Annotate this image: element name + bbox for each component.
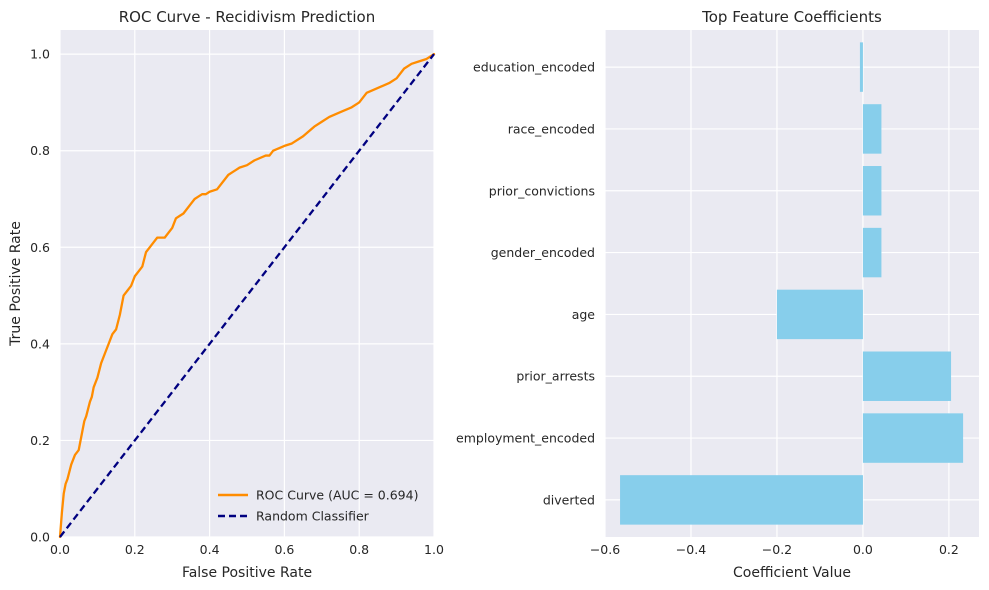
random-classifier-line: [59, 53, 435, 538]
coef-category-label: gender_encoded: [491, 245, 595, 260]
roc-x-ticks: 0.0 0.2 0.4 0.6 0.8 1.0: [50, 542, 444, 557]
coef-category-label: prior_arrests: [516, 369, 595, 384]
coef-category-label: employment_encoded: [456, 431, 595, 446]
coef-x-tick-label: 0.0: [853, 542, 873, 557]
legend-label-random: Random Classifier: [256, 509, 370, 524]
coef-bars: [620, 42, 964, 525]
roc-y-tick-label: 0.4: [30, 336, 50, 351]
roc-x-axis-label: False Positive Rate: [182, 565, 312, 581]
roc-x-tick-label: 0.0: [50, 542, 70, 557]
roc-curve-line: [58, 52, 436, 539]
roc-title: ROC Curve - Recidivism Prediction: [119, 8, 376, 26]
coef-x-ticks: −0.6 −0.4 −0.2 0.0 0.2: [590, 542, 959, 557]
coefficient-chart: −0.6 −0.4 −0.2 0.0 0.2 education_encodedrace…: [456, 8, 979, 581]
coef-category-label: education_encoded: [473, 60, 595, 75]
coef-x-tick-label: −0.2: [762, 542, 792, 557]
coef-bar-age: [776, 289, 863, 340]
coef-y-ticks: education_encoded race_encoded prior_convi…: [456, 60, 595, 508]
roc-legend: ROC Curve (AUC = 0.694) Random Classifie…: [218, 488, 418, 524]
roc-plot-area: [60, 30, 434, 537]
roc-x-tick-label: 0.6: [274, 542, 294, 557]
coef-bar-diverted: [620, 475, 863, 525]
coef-x-tick-label: 0.2: [939, 542, 959, 557]
coef-category-label: diverted: [543, 492, 595, 507]
coef-category-label: age: [572, 307, 596, 322]
roc-x-tick-label: 0.2: [125, 542, 145, 557]
coef-bar-gender-encoded: [862, 227, 882, 278]
coef-bar-prior-arrests: [862, 351, 952, 401]
roc-chart: 0.0 0.2 0.4 0.6 0.8 1.0 0.0 0.2 0.4 0.6 0.8 1.0 RO…: [8, 8, 444, 581]
coef-category-label: race_encoded: [508, 121, 595, 136]
coef-bar-employment-encoded: [862, 413, 964, 463]
coef-x-tick-label: −0.6: [590, 542, 620, 557]
coef-bar-prior-convictions: [862, 166, 882, 216]
coef-category-label: prior_convictions: [489, 183, 595, 198]
coef-x-tick-label: −0.4: [676, 542, 706, 557]
roc-lines: [58, 52, 436, 539]
roc-y-tick-label: 0.0: [30, 530, 50, 545]
roc-x-tick-label: 0.8: [349, 542, 369, 557]
roc-x-tick-label: 1.0: [424, 542, 444, 557]
roc-y-ticks: 0.0 0.2 0.4 0.6 0.8 1.0: [30, 47, 50, 545]
roc-x-tick-label: 0.4: [200, 542, 220, 557]
coef-bar-education-encoded: [859, 42, 863, 92]
coef-title: Top Feature Coefficients: [701, 8, 882, 26]
coef-x-axis-label: Coefficient Value: [733, 565, 851, 581]
coef-grid: [604, 30, 979, 537]
coef-bar-race-encoded: [862, 104, 882, 154]
roc-y-axis-label: True Positive Rate: [8, 221, 24, 347]
roc-y-tick-label: 0.2: [30, 433, 50, 448]
roc-y-tick-label: 0.8: [30, 143, 50, 158]
legend-label-roc: ROC Curve (AUC = 0.694): [256, 488, 418, 503]
roc-grid: [59, 30, 435, 538]
roc-y-tick-label: 0.6: [30, 240, 50, 255]
roc-y-tick-label: 1.0: [30, 47, 50, 62]
